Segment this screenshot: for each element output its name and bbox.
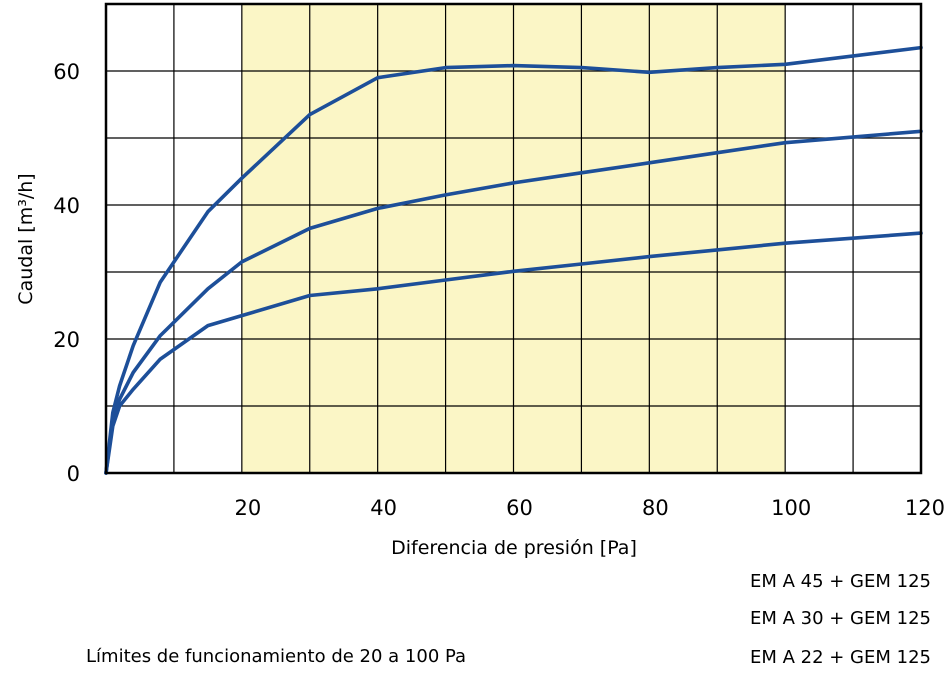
y-tick-label: 20 — [53, 328, 80, 352]
legend-entry-3: EM A 22 + GEM 125 — [749, 647, 931, 668]
series-line-1 — [104, 45, 923, 475]
series-line-3 — [104, 231, 923, 475]
plot-frame — [104, 2, 923, 475]
x-axis-title: Diferencia de presión [Pa] — [391, 537, 637, 559]
x-tick-label: 20 — [234, 496, 261, 520]
y-tick-label: 60 — [53, 60, 80, 84]
x-tick-label: 100 — [771, 496, 811, 520]
series-layer — [104, 45, 923, 475]
x-tick-label: 40 — [370, 496, 397, 520]
operating-limits-note: Límites de funcionamiento de 20 a 100 Pa — [86, 646, 467, 667]
legend-entry-1: EM A 45 + GEM 125 — [749, 571, 931, 592]
y-tick-label: 40 — [53, 194, 80, 218]
legend-entry-2: EM A 30 + GEM 125 — [749, 608, 931, 629]
tick-label-layer: 20 40 60 80 100 120 0 20 40 60 — [53, 60, 945, 520]
y-axis-title: Caudal [m³/h] — [15, 173, 37, 304]
series-line-2 — [104, 129, 923, 475]
x-tick-label: 80 — [642, 496, 669, 520]
frame-layer — [104, 2, 923, 475]
x-tick-label: 60 — [506, 496, 533, 520]
x-tick-label: 120 — [905, 496, 945, 520]
y-tick-label: 0 — [67, 462, 80, 486]
grid-layer — [106, 4, 921, 473]
